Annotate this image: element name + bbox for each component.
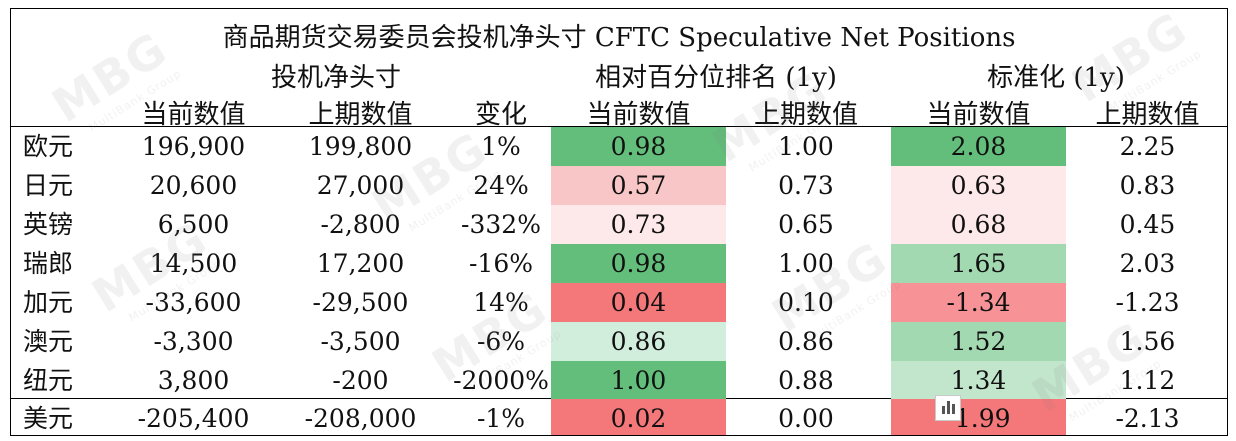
net-change: -1% <box>476 404 526 433</box>
zscore-previous: 2.25 <box>1119 132 1176 161</box>
net-current: -3,300 <box>153 327 234 356</box>
pct-rank-previous: 0.86 <box>778 327 834 356</box>
net-previous: 199,800 <box>308 132 413 161</box>
table-row: 英镑 6,500 -2,800 -332% 0.73 0.65 0.68 0.45 <box>11 205 1227 244</box>
pct-rank-current: 0.02 <box>551 399 726 435</box>
zscore-previous: 1.12 <box>1119 366 1176 395</box>
net-previous: -200 <box>332 366 389 395</box>
subheader-pct-current: 当前数值 <box>586 100 691 130</box>
net-current: 6,500 <box>157 210 230 239</box>
positions-table: 商品期货交易委员会投机净头寸 CFTC Speculative Net Posi… <box>10 8 1228 436</box>
header-divider <box>11 126 1227 127</box>
pct-rank-current: 0.98 <box>551 127 726 166</box>
pct-rank-current: 0.73 <box>551 205 726 244</box>
net-change: 14% <box>473 288 529 317</box>
subheader-z-current: 当前数值 <box>926 100 1031 130</box>
pct-rank-previous: 1.00 <box>778 132 834 161</box>
net-current: -33,600 <box>145 288 242 317</box>
net-previous: 27,000 <box>316 171 405 200</box>
table-row: 欧元 196,900 199,800 1% 0.98 1.00 2.08 2.25 <box>11 127 1227 166</box>
currency-label: 纽元 <box>23 366 74 395</box>
subheader-previous: 上期数值 <box>308 100 413 130</box>
subheader-change: 变化 <box>474 100 527 130</box>
pct-rank-previous: 0.73 <box>778 171 834 200</box>
currency-label: 瑞郎 <box>23 249 74 278</box>
table-row: 澳元 -3,300 -3,500 -6% 0.86 0.86 1.52 1.56 <box>11 322 1227 361</box>
pct-rank-current: 0.57 <box>551 166 726 205</box>
net-change: -2000% <box>453 366 549 395</box>
net-change: 1% <box>481 132 521 161</box>
zscore-current: 0.63 <box>891 166 1066 205</box>
table-row: 纽元 3,800 -200 -2000% 1.00 0.88 1.34 1.12 <box>11 361 1227 400</box>
net-change: -332% <box>461 210 541 239</box>
zscore-previous: 2.03 <box>1119 249 1176 278</box>
zscore-current: 0.68 <box>891 205 1066 244</box>
zscore-previous: 0.45 <box>1119 210 1176 239</box>
zscore-current: 2.08 <box>891 127 1066 166</box>
pct-rank-previous: 0.88 <box>778 366 834 395</box>
net-change: -6% <box>476 327 526 356</box>
pct-rank-previous: 0.65 <box>778 210 834 239</box>
subheader-current: 当前数值 <box>141 100 246 130</box>
chart-icon[interactable] <box>935 395 961 421</box>
currency-label: 加元 <box>23 288 74 317</box>
table-row: 美元 -205,400 -208,000 -1% 0.02 0.00 -1.99 -2.13 <box>11 399 1227 435</box>
net-current: 3,800 <box>157 366 230 395</box>
zscore-current: 1.34 <box>891 361 1066 400</box>
zscore-current: 1.65 <box>891 244 1066 283</box>
net-previous: -3,500 <box>320 327 401 356</box>
currency-label: 日元 <box>23 171 74 200</box>
currency-label: 欧元 <box>23 132 74 161</box>
net-previous: -29,500 <box>312 288 409 317</box>
net-current: 14,500 <box>149 249 238 278</box>
group-net-positions: 投机净头寸 <box>270 63 401 93</box>
table-row: 日元 20,600 27,000 24% 0.57 0.73 0.63 0.83 <box>11 166 1227 205</box>
zscore-current: 1.52 <box>891 322 1066 361</box>
zscore-previous: 0.83 <box>1119 171 1176 200</box>
zscore-current: -1.99 <box>891 399 1066 435</box>
net-previous: -2,800 <box>320 210 401 239</box>
currency-label: 英镑 <box>23 210 74 239</box>
table-row: 瑞郎 14,500 17,200 -16% 0.98 1.00 1.65 2.03 <box>11 244 1227 283</box>
table-title: 商品期货交易委员会投机净头寸 CFTC Speculative Net Posi… <box>222 23 1016 53</box>
pct-rank-current: 0.04 <box>551 283 726 322</box>
subheader-pct-previous: 上期数值 <box>753 100 858 130</box>
table-row: 加元 -33,600 -29,500 14% 0.04 0.10 -1.34 -1.23 <box>11 283 1227 322</box>
currency-label: 美元 <box>23 404 74 433</box>
pct-rank-previous: 1.00 <box>778 249 834 278</box>
group-standardized: 标准化 (1y) <box>987 63 1125 93</box>
pct-rank-current: 1.00 <box>551 361 726 400</box>
net-previous: 17,200 <box>316 249 405 278</box>
net-current: 196,900 <box>141 132 246 161</box>
pct-rank-previous: 0.10 <box>778 288 834 317</box>
net-current: 20,600 <box>149 171 238 200</box>
net-change: -16% <box>468 249 533 278</box>
group-percentile-rank: 相对百分位排名 (1y) <box>595 63 837 93</box>
net-current: -205,400 <box>137 404 250 433</box>
currency-label: 澳元 <box>23 327 74 356</box>
zscore-current: -1.34 <box>891 283 1066 322</box>
zscore-previous: -2.13 <box>1115 404 1180 433</box>
net-change: 24% <box>473 171 529 200</box>
pct-rank-current: 0.86 <box>551 322 726 361</box>
net-previous: -208,000 <box>304 404 417 433</box>
pct-rank-previous: 0.00 <box>778 404 834 433</box>
subheader-z-previous: 上期数值 <box>1095 100 1200 130</box>
pct-rank-current: 0.98 <box>551 244 726 283</box>
zscore-previous: 1.56 <box>1119 327 1176 356</box>
zscore-previous: -1.23 <box>1115 288 1180 317</box>
